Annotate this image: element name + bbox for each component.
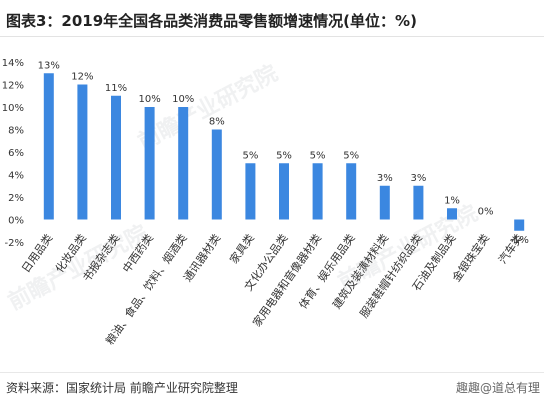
category-label: 中西药类 <box>119 231 156 275</box>
chart-title: 图表3：2019年全国各品类消费品零售额增速情况(单位：%) <box>6 12 417 30</box>
category-label: 服装鞋帽针纺织品类 <box>357 231 425 320</box>
y-tick-label: 2% <box>8 193 24 204</box>
bar-value-label: 0% <box>478 207 494 218</box>
bar-value-label: 10% <box>138 94 160 105</box>
category-label: 日用品类 <box>19 231 56 275</box>
bar <box>379 185 390 220</box>
bar-value-label: 5% <box>310 150 326 161</box>
bar <box>514 219 525 231</box>
footer-divider <box>0 372 544 373</box>
bar-value-label: 1% <box>444 195 460 206</box>
bar <box>43 73 54 220</box>
bar-value-label: 10% <box>172 94 194 105</box>
bar <box>111 95 121 220</box>
source-note: 资料来源：国家统计局 前瞻产业研究院整理 <box>6 381 238 395</box>
y-tick-label: 4% <box>8 171 24 182</box>
y-tick-label: -2% <box>5 238 24 249</box>
author-watermark: 趣趣@道总有理 <box>455 381 540 395</box>
bar-value-label: 5% <box>276 150 292 161</box>
bar-value-label: 3% <box>410 173 426 184</box>
y-tick-label: 10% <box>2 103 24 114</box>
bar <box>144 107 155 220</box>
title-divider <box>0 36 544 37</box>
category-label: 家具类 <box>226 231 256 266</box>
bar <box>413 185 424 220</box>
value-labels: 13% 12% 11% 10% 10% 8% 5% 5% 5% 5% 3% 3% 1% 0% -1% <box>38 60 529 246</box>
bar-value-label: 3% <box>377 173 393 184</box>
bar-series <box>43 73 525 231</box>
bar-value-label: 12% <box>71 72 93 83</box>
category-label: 化妆品类 <box>52 231 89 275</box>
y-axis: -2% 0% 2% 4% 6% 8% 10% 12% 14% <box>2 58 24 249</box>
bar-chart: -2% 0% 2% 4% 6% 8% 10% 12% 14% 13% 12% 11% 10% 10% 8%… <box>2 58 529 347</box>
bar <box>178 107 189 220</box>
y-tick-label: 14% <box>2 58 24 69</box>
bar <box>77 84 88 220</box>
y-tick-label: 8% <box>8 126 24 137</box>
y-tick-label: 6% <box>8 148 24 159</box>
bar <box>346 163 357 220</box>
bar <box>245 163 256 220</box>
bar-value-label: 5% <box>242 150 258 161</box>
bar-value-label: 11% <box>105 83 127 94</box>
bar-value-label: 13% <box>38 60 60 71</box>
bar-value-label: 8% <box>209 117 225 128</box>
y-tick-label: 0% <box>8 216 24 227</box>
y-tick-label: 12% <box>2 81 24 92</box>
bar <box>279 163 289 220</box>
bar <box>211 129 222 220</box>
bar-value-label: 5% <box>343 150 359 161</box>
bar <box>312 163 323 220</box>
bar <box>447 208 457 220</box>
bar-value-label: -1% <box>509 235 528 246</box>
